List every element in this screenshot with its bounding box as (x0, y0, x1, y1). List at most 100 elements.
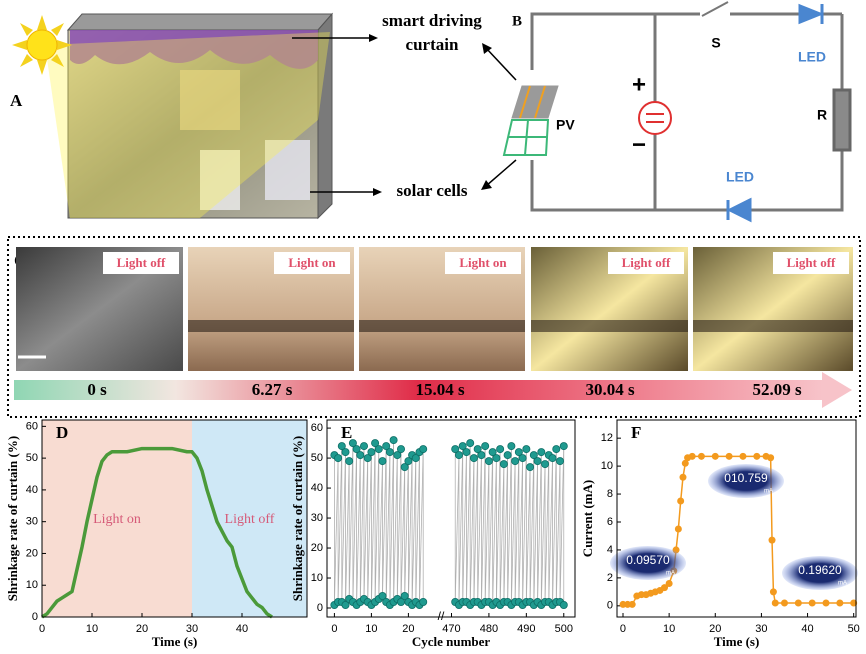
data-point (484, 457, 493, 466)
annotation-bubble (782, 556, 858, 590)
data-point (522, 445, 531, 454)
cycle-line (454, 455, 460, 603)
data-point (533, 457, 542, 466)
x-tick-label: 480 (480, 623, 498, 635)
x-tick-label: 20 (709, 623, 721, 635)
cycle-line (393, 455, 398, 603)
y-tick-label: 8 (607, 488, 613, 500)
x-tick-label: 10 (663, 623, 675, 635)
y-tick-label: 20 (26, 547, 38, 559)
data-point (529, 451, 538, 460)
data-point (697, 452, 705, 460)
cycle-line (496, 449, 501, 603)
x-tick-label: 10 (86, 623, 98, 635)
cycle-line (477, 455, 482, 603)
led-label: LED (798, 49, 826, 65)
data-point (679, 473, 687, 481)
resistor (832, 88, 852, 152)
data-point (492, 454, 501, 463)
panel-a: A smart driving curtain solar cells (10, 11, 482, 220)
cycle-line (552, 449, 557, 606)
y-tick-label: 10 (26, 579, 38, 591)
data-point (739, 452, 747, 460)
x-tick-label: 30 (755, 623, 767, 635)
cycle-line (400, 467, 406, 603)
annotation: 0.19620 (798, 563, 842, 577)
y-tick-label: 10 (601, 460, 613, 472)
minus-label: − (632, 131, 646, 158)
data-point (454, 451, 463, 460)
data-point (411, 454, 420, 463)
plot-frame (41, 419, 308, 618)
plot-frame (326, 419, 576, 618)
cycle-line (540, 464, 546, 606)
data-point (526, 463, 535, 472)
data-point (341, 601, 350, 610)
cycle-line (488, 452, 494, 603)
x-tick-label: 30 (186, 623, 198, 635)
y-tick-label: 4 (607, 544, 613, 556)
arrowhead (482, 43, 492, 54)
data-point (556, 457, 565, 466)
data-point (400, 463, 409, 472)
data-point (711, 452, 719, 460)
photo-label-box (608, 252, 684, 274)
data-point (541, 460, 550, 469)
x-tick-label: 20 (136, 623, 148, 635)
data-point (511, 457, 520, 466)
cycle-line (525, 467, 531, 603)
panel-b (481, 1, 852, 223)
data-point (404, 457, 413, 466)
data-point (628, 600, 636, 608)
data-point (767, 454, 775, 462)
y-tick-label: 30 (26, 516, 38, 528)
data-point (518, 454, 527, 463)
data-point (481, 442, 490, 451)
sun (12, 15, 72, 75)
data-point (674, 525, 682, 533)
sun-beam (45, 32, 330, 218)
pv-top (511, 85, 559, 119)
data-point (451, 445, 460, 454)
x-tick-label: 0 (331, 623, 337, 635)
data-point (337, 442, 346, 451)
plus-label: + (632, 71, 646, 98)
data-point (356, 451, 365, 460)
cycle-line (555, 461, 561, 603)
y-tick-label: 10 (311, 572, 323, 584)
data-point (488, 448, 497, 457)
data-point (548, 454, 557, 463)
data-point (352, 445, 361, 454)
photo-label: Light on (459, 255, 507, 270)
y-axis-label: Current (mA) (580, 480, 595, 557)
data-point (419, 445, 428, 454)
battery (638, 101, 672, 135)
cycle-line (484, 461, 490, 603)
data-point (334, 454, 343, 463)
data-point (462, 448, 471, 457)
x-tick-label: 0 (39, 623, 45, 635)
cycle-line (337, 446, 343, 603)
led (798, 3, 825, 25)
data-point (458, 442, 467, 451)
data-point (400, 592, 409, 601)
x-tick-label: 490 (517, 623, 535, 635)
y-tick-label: 40 (26, 484, 38, 496)
cells-label: solar cells (397, 181, 468, 200)
cycle-line (404, 461, 409, 597)
photo-label-box (103, 252, 179, 274)
cycle-line (469, 458, 475, 606)
data-point (780, 599, 788, 607)
data-point (514, 448, 523, 457)
data-line (41, 446, 273, 619)
y-tick-label: 60 (311, 422, 323, 434)
switch-label: S (711, 35, 720, 51)
time-label: 0 s (87, 380, 107, 399)
cycle-line (367, 452, 372, 603)
panel-label: D (56, 423, 68, 442)
data-point (473, 445, 482, 454)
x-tick-label: 40 (236, 623, 248, 635)
resistor-label: R (817, 107, 827, 123)
window (180, 70, 240, 130)
